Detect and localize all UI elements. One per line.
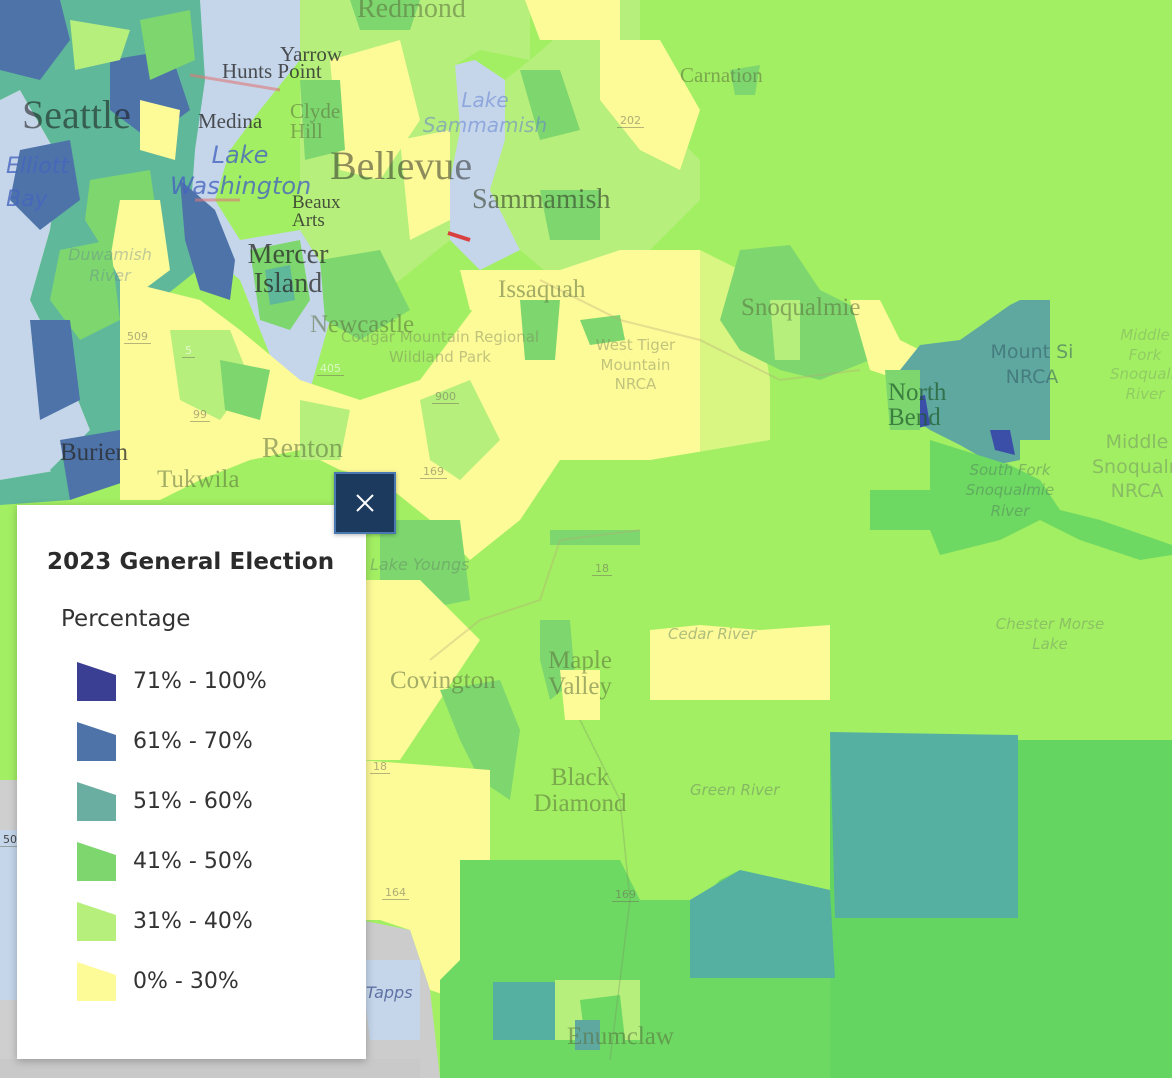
legend-label: 51% - 60% (133, 788, 253, 814)
highway-shield: 169 (612, 888, 639, 902)
legend-swatch-icon (77, 721, 116, 761)
legend-swatch-icon (77, 961, 116, 1001)
legend-item: 0% - 30% (77, 961, 239, 1001)
mount-si-region (900, 300, 1050, 465)
legend-label: 71% - 100% (133, 668, 267, 694)
highway-shield: 18 (370, 760, 390, 774)
legend-subtitle: Percentage (61, 606, 191, 632)
legend-item: 31% - 40% (77, 901, 253, 941)
teal-block-east (830, 732, 1018, 918)
highway-shield: 99 (190, 408, 210, 422)
legend-panel: 2023 General Election Percentage 71% - 1… (17, 505, 366, 1059)
close-legend-button[interactable] (334, 472, 396, 534)
highway-shield: 202 (617, 114, 644, 128)
highway-shield: 169 (420, 465, 447, 479)
legend-item: 61% - 70% (77, 721, 253, 761)
highway-shield: 509 (124, 330, 151, 344)
highway-shield: 18 (592, 562, 612, 576)
highway-shield: 900 (432, 390, 459, 404)
legend-item: 41% - 50% (77, 841, 253, 881)
legend-label: 41% - 50% (133, 848, 253, 874)
close-icon (356, 494, 374, 512)
map-bottom-strip (0, 1059, 420, 1078)
legend-swatch-icon (77, 781, 116, 821)
legend-item: 51% - 60% (77, 781, 253, 821)
legend-label: 0% - 30% (133, 968, 239, 994)
legend-item: 71% - 100% (77, 661, 267, 701)
highway-shield: 5 (182, 344, 195, 358)
legend-swatch-icon (77, 841, 116, 881)
legend-swatch-icon (77, 661, 116, 701)
highway-shield: 164 (382, 886, 409, 900)
lake-sammamish (450, 60, 520, 270)
legend-swatch-icon (77, 901, 116, 941)
legend-title: 2023 General Election (47, 549, 335, 575)
legend-label: 61% - 70% (133, 728, 253, 754)
legend-label: 31% - 40% (133, 908, 253, 934)
highway-shield: 405 (317, 362, 344, 376)
